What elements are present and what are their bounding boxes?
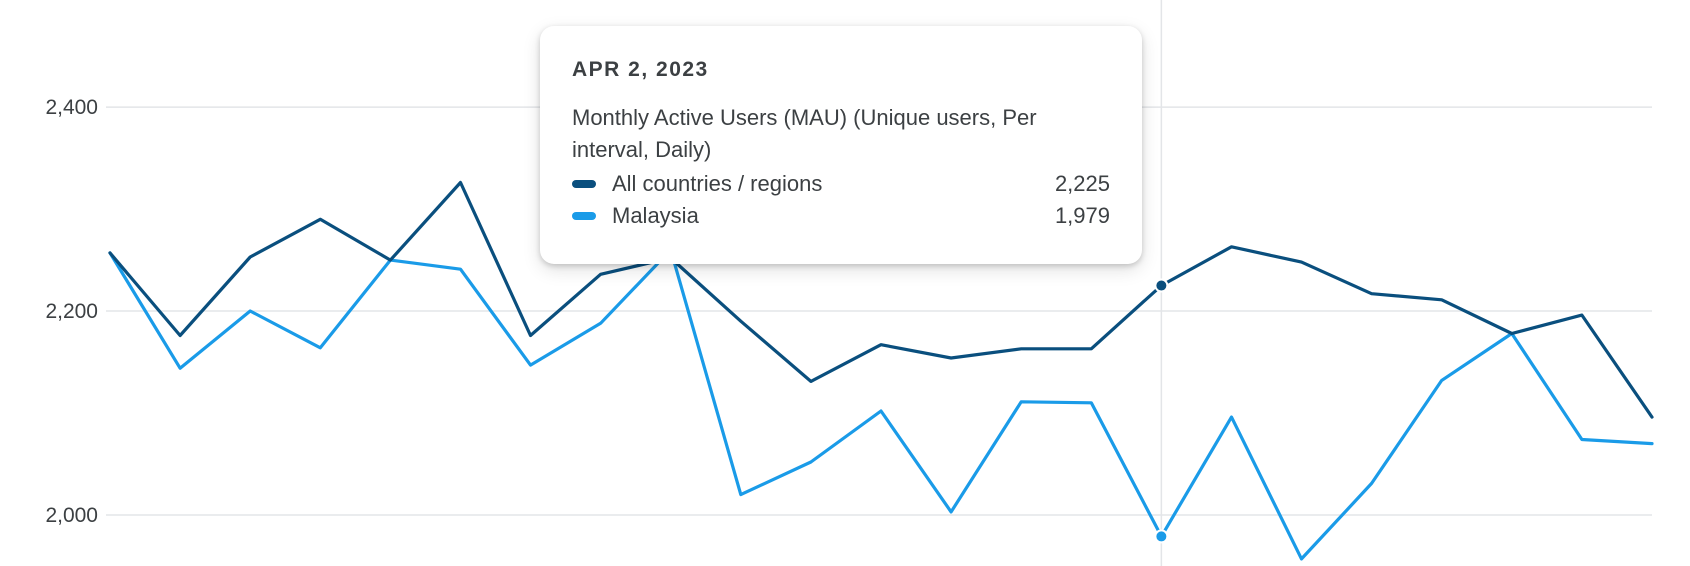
hover-point-malaysia [1154,529,1169,544]
tooltip-date: APR 2, 2023 [572,58,709,81]
series-color-swatch [572,180,596,188]
hover-tooltip: APR 2, 2023 Monthly Active Users (MAU) (… [540,26,1142,264]
tooltip-series-value: 1,979 [1054,203,1110,228]
hover-markers [1154,278,1169,544]
series-lines[interactable] [108,180,1654,561]
y-tick-label: 2,200 [45,300,98,323]
series-line-malaysia[interactable] [108,248,1654,561]
y-axis-ticks: 2,000 2,200 2,400 [45,96,98,527]
series-line-all-countries[interactable] [108,180,1654,419]
hover-point-all-countries [1154,278,1169,293]
tooltip-series-name: Malaysia [612,203,699,228]
tooltip-series-value: 2,225 [1054,171,1110,196]
tooltip-row-malaysia: Malaysia 1,979 [572,200,1110,232]
tooltip-series-name: All countries / regions [612,171,823,196]
tooltip-metric-name: Monthly Active Users (MAU) (Unique users… [572,105,1037,162]
series-color-swatch [572,212,596,220]
y-tick-label: 2,400 [45,96,98,119]
tooltip-row-all-countries: All countries / regions 2,225 [572,168,1110,200]
y-tick-label: 2,000 [45,504,98,527]
